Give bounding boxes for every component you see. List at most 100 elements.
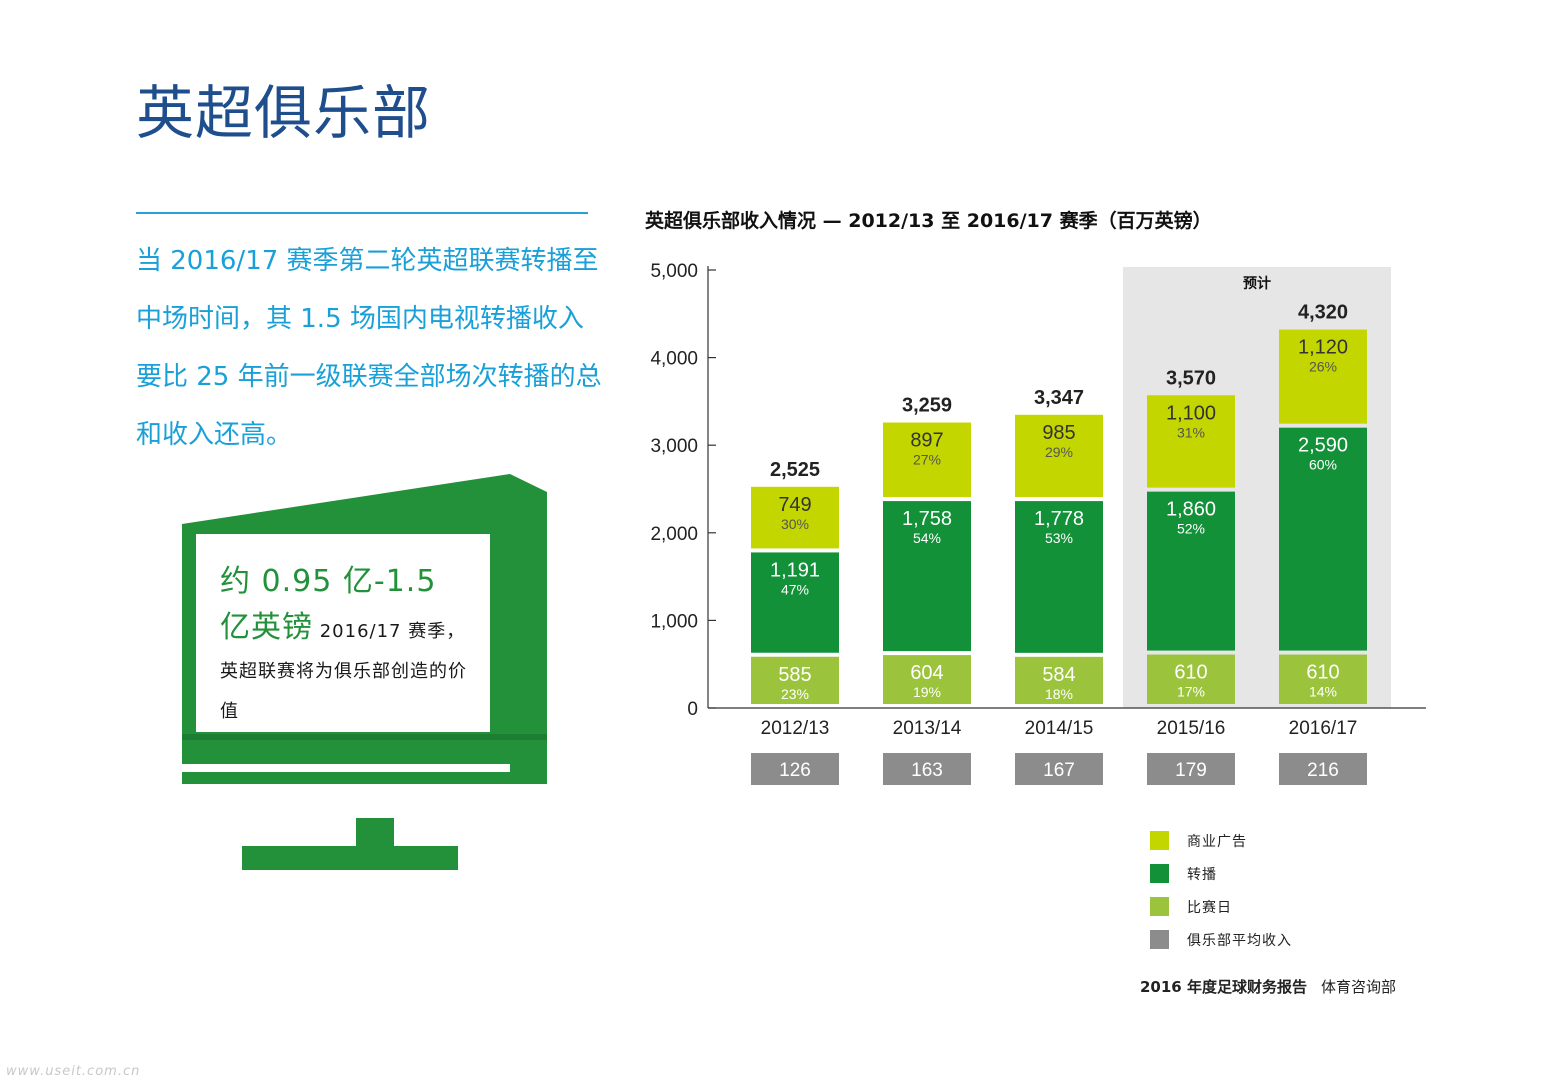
legend-label: 俱乐部平均收入 <box>1187 932 1292 949</box>
bar-share-label: 14% <box>1309 684 1337 700</box>
bar-segment <box>1279 329 1367 424</box>
average-label: 126 <box>779 760 811 781</box>
footer-dept: 体育咨询部 <box>1320 978 1396 996</box>
y-tick-label: 0 <box>687 699 698 720</box>
bar-share-label: 19% <box>913 684 941 700</box>
bar-value-label: 749 <box>778 494 811 516</box>
bar-share-label: 30% <box>781 516 809 532</box>
tv-base <box>242 846 458 870</box>
title-divider <box>136 212 588 214</box>
bar-share-label: 47% <box>781 581 809 597</box>
bar-share-label: 26% <box>1309 359 1337 375</box>
bar-value-label: 585 <box>778 664 811 686</box>
bar-total-label: 3,347 <box>1034 387 1084 409</box>
legend-item: 转播 <box>1150 857 1292 890</box>
bar-segment <box>1015 501 1103 653</box>
x-tick-label: 2012/13 <box>761 718 830 739</box>
bar-segment <box>883 501 971 652</box>
tv-body: 2016/17 赛季，英超联赛将为俱乐部创造的价值 <box>220 621 467 722</box>
y-tick-label: 1,000 <box>650 611 698 632</box>
legend-label: 转播 <box>1187 866 1217 883</box>
legend-item: 比赛日 <box>1150 890 1292 923</box>
bar-share-label: 54% <box>913 530 941 546</box>
footer: 2016 年度足球财务报告 体育咨询部 <box>1140 976 1396 997</box>
bar-share-label: 17% <box>1177 684 1205 700</box>
chart-title: 英超俱乐部收入情况 — 2012/13 至 2016/17 赛季（百万英镑） <box>645 210 1212 232</box>
y-tick-label: 3,000 <box>650 436 698 457</box>
tv-bottom-band <box>182 734 547 740</box>
legend-label: 比赛日 <box>1187 899 1232 916</box>
average-box <box>1147 753 1235 785</box>
average-box <box>1279 753 1367 785</box>
bar-segment <box>1147 654 1235 704</box>
bar-total-label: 3,570 <box>1166 367 1216 389</box>
tv-highlight: 约 0.95 亿-1.5 亿英镑 <box>220 564 437 645</box>
legend-swatch <box>1150 831 1169 850</box>
bar-value-label: 1,860 <box>1166 499 1216 521</box>
bar-value-label: 584 <box>1042 664 1075 686</box>
y-tick-label: 5,000 <box>650 261 698 282</box>
x-tick-label: 2016/17 <box>1289 718 1358 739</box>
bar-share-label: 29% <box>1045 444 1073 460</box>
bar-share-label: 31% <box>1177 424 1205 440</box>
bar-segment <box>751 552 839 653</box>
legend-swatch <box>1150 864 1169 883</box>
bar-value-label: 1,758 <box>902 508 952 530</box>
legend-swatch <box>1150 897 1169 916</box>
bar-segment <box>1279 427 1367 651</box>
bar-total-label: 4,320 <box>1298 302 1348 324</box>
bar-segment <box>1279 654 1367 704</box>
bar-share-label: 18% <box>1045 686 1073 702</box>
bar-value-label: 1,778 <box>1034 508 1084 530</box>
tv-neck <box>356 818 394 846</box>
average-box <box>883 753 971 785</box>
bar-value-label: 1,191 <box>770 559 820 581</box>
legend-item: 商业广告 <box>1150 824 1292 857</box>
bar-segment <box>883 422 971 498</box>
tv-illustration <box>182 474 547 870</box>
bar-value-label: 610 <box>1306 662 1339 684</box>
average-label: 167 <box>1043 760 1075 781</box>
revenue-chart: 预计01,0002,0003,0004,0005,00058523%1,1914… <box>650 261 1426 785</box>
x-tick-label: 2013/14 <box>893 718 962 739</box>
average-label: 179 <box>1175 760 1207 781</box>
bar-segment <box>883 655 971 704</box>
legend-label: 商业广告 <box>1187 833 1247 850</box>
tv-text: 约 0.95 亿-1.5 亿英镑 2016/17 赛季，英超联赛将为俱乐部创造的… <box>220 560 474 732</box>
footer-report: 2016 年度足球财务报告 <box>1140 978 1307 996</box>
watermark: www.useit.com.cn <box>6 1064 141 1079</box>
bar-value-label: 610 <box>1174 662 1207 684</box>
bar-value-label: 1,100 <box>1166 402 1216 424</box>
average-box <box>751 753 839 785</box>
bar-share-label: 60% <box>1309 457 1337 473</box>
bar-total-label: 3,259 <box>902 395 952 417</box>
bar-value-label: 604 <box>910 662 943 684</box>
bar-segment <box>751 656 839 704</box>
legend-swatch <box>1150 930 1169 949</box>
bar-value-label: 2,590 <box>1298 435 1348 457</box>
bar-segment <box>1147 491 1235 651</box>
chart-legend: 商业广告转播比赛日俱乐部平均收入 <box>1150 824 1292 956</box>
intro-text: 当 2016/17 赛季第二轮英超联赛转播至中场时间，其 1.5 场国内电视转播… <box>136 246 602 450</box>
bar-segment <box>751 486 839 549</box>
bar-share-label: 23% <box>781 686 809 702</box>
forecast-label: 预计 <box>1243 275 1271 292</box>
x-tick-label: 2015/16 <box>1157 718 1226 739</box>
average-label: 163 <box>911 760 943 781</box>
bar-segment <box>1015 656 1103 704</box>
bar-value-label: 985 <box>1042 422 1075 444</box>
bar-value-label: 897 <box>910 430 943 452</box>
tv-bottom-stripe <box>182 764 510 772</box>
average-label: 216 <box>1307 760 1339 781</box>
average-box <box>1015 753 1103 785</box>
bar-total-label: 2,525 <box>770 459 820 481</box>
legend-item: 俱乐部平均收入 <box>1150 923 1292 956</box>
bar-share-label: 52% <box>1177 521 1205 537</box>
bar-value-label: 1,120 <box>1298 337 1348 359</box>
y-tick-label: 4,000 <box>650 349 698 370</box>
page-title: 英超俱乐部 <box>136 79 432 147</box>
bar-share-label: 53% <box>1045 530 1073 546</box>
tv-screen <box>196 534 490 732</box>
x-tick-label: 2014/15 <box>1025 718 1094 739</box>
bar-segment <box>1015 414 1103 498</box>
